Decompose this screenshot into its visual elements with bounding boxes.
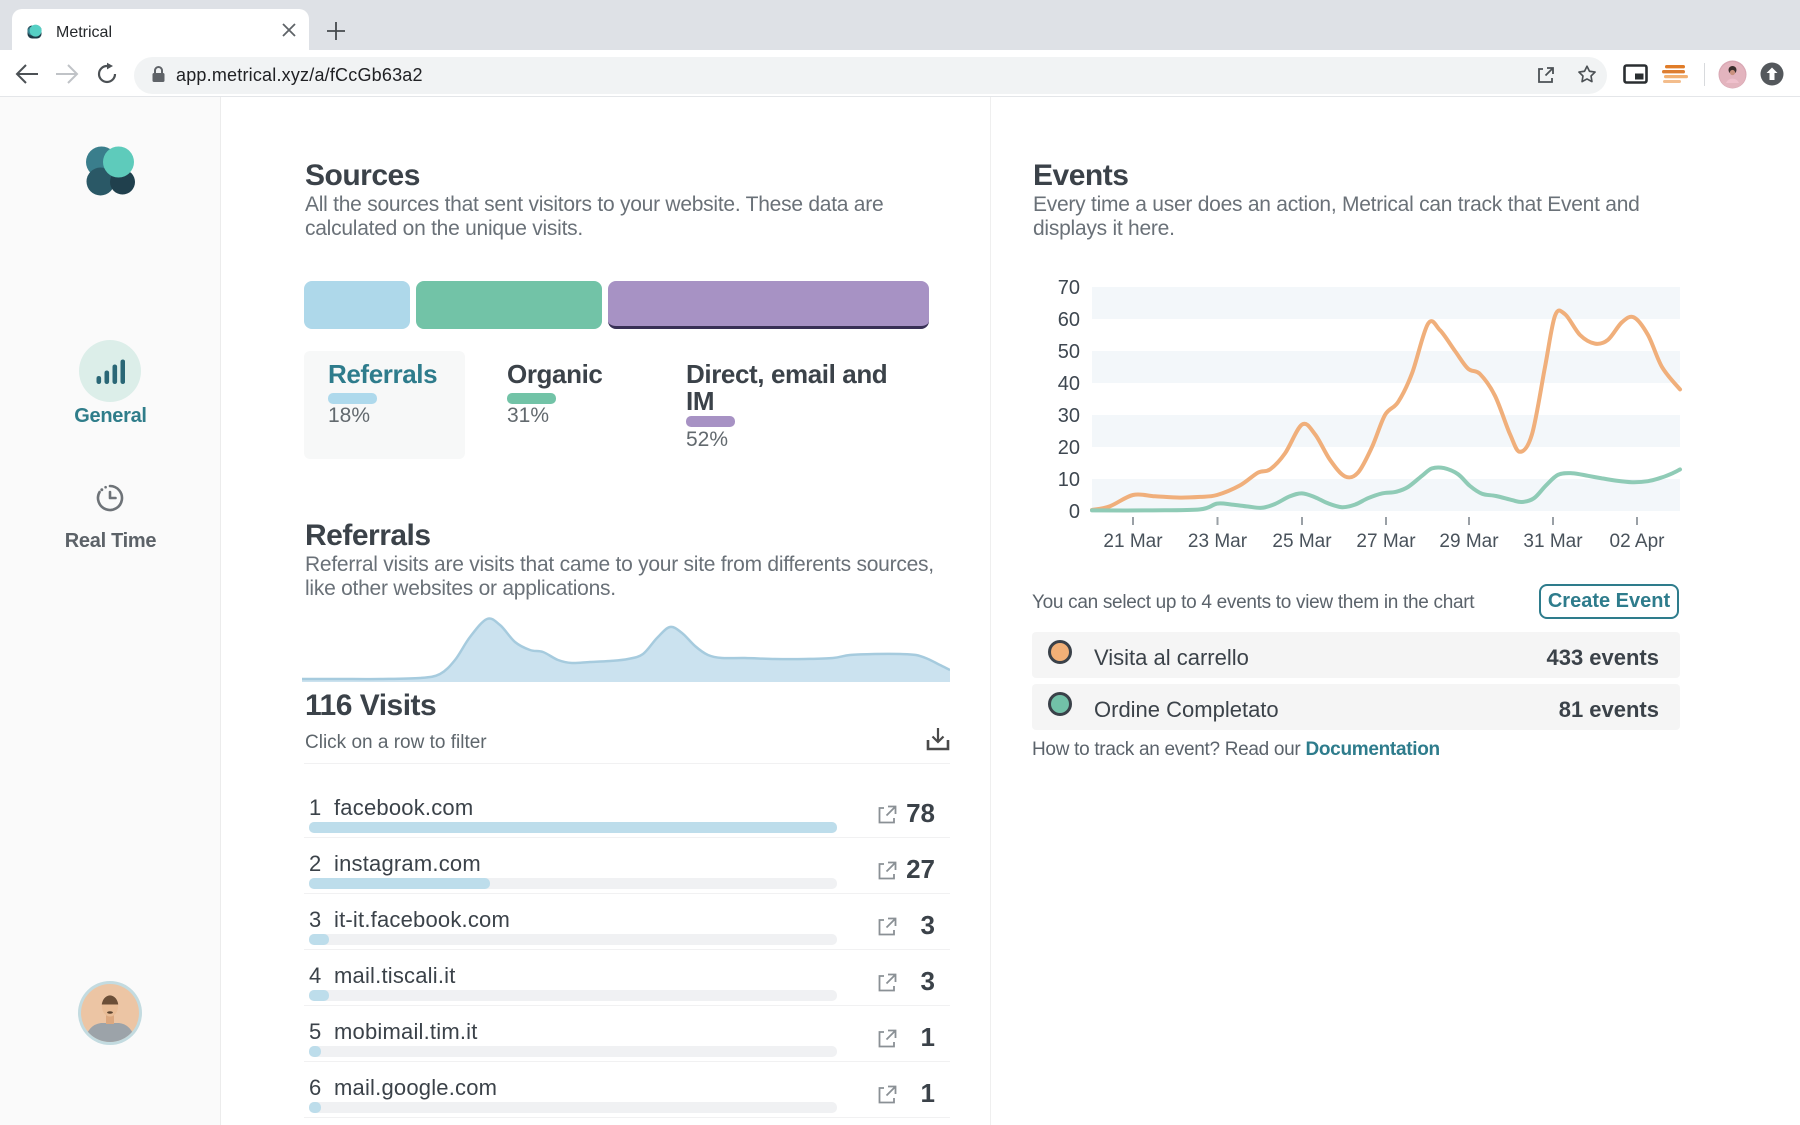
svg-text:30: 30 xyxy=(1058,405,1080,427)
svg-text:40: 40 xyxy=(1058,373,1080,395)
svg-text:29 Mar: 29 Mar xyxy=(1439,531,1499,552)
svg-text:60: 60 xyxy=(1058,309,1080,331)
svg-text:50: 50 xyxy=(1058,341,1080,363)
svg-text:20: 20 xyxy=(1058,437,1080,459)
svg-text:70: 70 xyxy=(1058,277,1080,299)
svg-text:21 Mar: 21 Mar xyxy=(1103,531,1163,552)
svg-text:27 Mar: 27 Mar xyxy=(1356,531,1416,552)
svg-text:10: 10 xyxy=(1058,469,1080,491)
svg-text:23 Mar: 23 Mar xyxy=(1188,531,1248,552)
svg-text:0: 0 xyxy=(1069,501,1080,523)
svg-text:25 Mar: 25 Mar xyxy=(1272,531,1332,552)
svg-text:02 Apr: 02 Apr xyxy=(1610,531,1666,552)
svg-text:31 Mar: 31 Mar xyxy=(1523,531,1583,552)
